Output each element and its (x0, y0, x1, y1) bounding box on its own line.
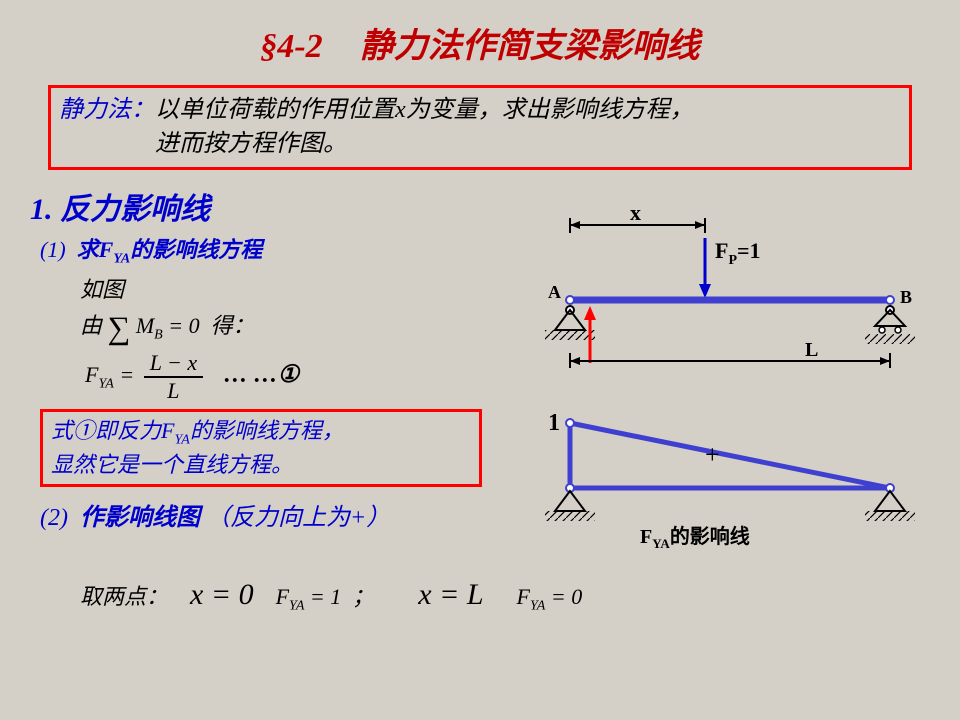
step2-num: (2) (40, 505, 68, 531)
rutu: 如图 (80, 272, 510, 304)
section-heading: 1. 反力影响线 (30, 184, 510, 228)
page-title: §4-2 静力法作简支梁影响线 (0, 0, 960, 77)
l-label: L (805, 339, 818, 361)
pt2-val: = 0 (545, 584, 582, 609)
step1-sub: YA (113, 252, 130, 267)
sec-title: 反力影响线 (60, 193, 210, 226)
pt2-f: F (517, 584, 530, 609)
b2l1a: 式①即反力F (51, 418, 174, 443)
plus-label: + (705, 440, 720, 469)
step2: (2) 作影响线图 （反力向上为+） (40, 497, 510, 532)
step1-text: 求F (77, 237, 114, 262)
sec-num: 1. (30, 193, 53, 226)
step2-paren: （反力向上为+） (206, 505, 390, 531)
box1-label: 静力法： (59, 97, 155, 123)
fya: F (85, 362, 98, 387)
pt1-x: x = 0 (190, 578, 254, 611)
bottom-label: 取两点： (80, 584, 168, 609)
eq-marker: … …① (224, 362, 300, 388)
step1-num: (1) (40, 237, 66, 262)
note-box: 式①即反力FYA的影响线方程， 显然它是一个直线方程。 (40, 409, 482, 487)
x-label: x (630, 200, 641, 225)
label-a: A (548, 282, 561, 302)
step2-text: 作影响线图 (80, 505, 200, 531)
fp-label: FP=1 (715, 238, 761, 268)
label-b: B (900, 287, 912, 307)
pt1-sep: ； (352, 584, 374, 609)
pt1-f: F (276, 584, 289, 609)
step1-tail: 的影响线方程 (130, 237, 262, 262)
step1: (1) 求FYA的影响线方程 (40, 232, 510, 267)
one-label: 1 (548, 410, 560, 436)
mb: M (136, 313, 154, 338)
b2l2: 显然它是一个直线方程。 (51, 452, 293, 477)
right-column: x FP=1 A B L 1 + FYA的影响线 (510, 178, 930, 578)
fya-equation: FYA = L − xL … …① (85, 350, 510, 404)
frac-den: L (144, 378, 203, 404)
definition-box: 静力法：以单位荷载的作用位置x为变量，求出影响线方程， 静力法：进而按方程作图。 (48, 85, 912, 170)
moment-eq: 由 ∑ MB = 0 得： (80, 308, 510, 346)
title-prefix: §4-2 (260, 28, 322, 65)
frac-num: L − x (144, 350, 203, 378)
bottom-row: 取两点： x = 0 FYA = 1 ； x = L FYA = 0 (0, 578, 960, 614)
diagram-svg: x FP=1 A B L 1 + FYA的影响线 (510, 198, 930, 578)
pt2-fsub: YA (530, 599, 545, 614)
left-column: 1. 反力影响线 (1) 求FYA的影响线方程 如图 由 ∑ MB = 0 得：… (0, 178, 510, 536)
b2l1b: 的影响线方程， (190, 418, 344, 443)
box1-l2: 进而按方程作图。 (155, 131, 347, 157)
mb-tail: = 0 (163, 313, 200, 338)
b2-sub: YA (174, 432, 189, 447)
pt2-x: x = L (418, 578, 483, 611)
fya-sub: YA (98, 376, 113, 391)
title-main: 静力法作简支梁影响线 (360, 28, 700, 65)
pt1-val: = 1 (304, 584, 341, 609)
caption: FYA的影响线 (640, 524, 750, 551)
pt1-fsub: YA (289, 599, 304, 614)
mb-sub: B (154, 327, 163, 342)
de: 得： (211, 313, 255, 338)
box1-l1: 以单位荷载的作用位置x为变量，求出影响线方程， (155, 97, 694, 123)
you: 由 (80, 313, 102, 338)
